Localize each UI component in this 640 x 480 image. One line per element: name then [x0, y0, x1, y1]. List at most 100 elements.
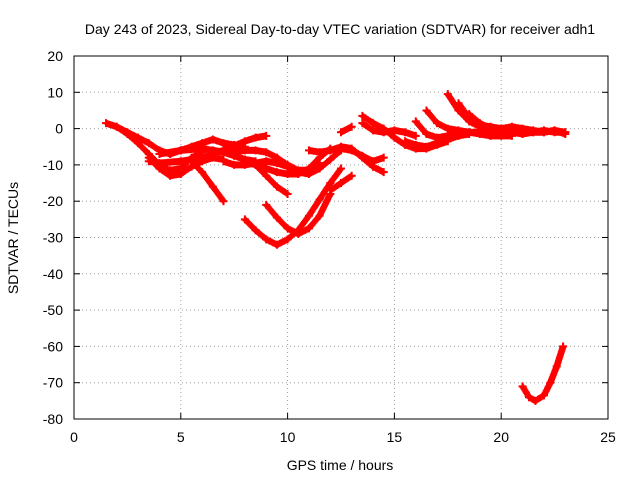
- data-point: [272, 182, 281, 191]
- y-tick-label: -50: [43, 302, 63, 318]
- data-point: [347, 122, 356, 131]
- data-point: [518, 130, 527, 139]
- data-point: [347, 144, 356, 153]
- data-point: [123, 130, 132, 139]
- data-point: [262, 131, 271, 140]
- data-point: [294, 229, 303, 238]
- data-point: [176, 169, 185, 178]
- data-point: [219, 139, 228, 148]
- data-point: [454, 126, 463, 135]
- data-point: [539, 126, 548, 135]
- data-point: [208, 182, 217, 191]
- y-tick-label: 10: [47, 84, 63, 100]
- data-point: [337, 128, 345, 137]
- data-point: [251, 133, 260, 142]
- data-point: [358, 119, 367, 128]
- series-track-26: [518, 342, 568, 405]
- data-point: [411, 140, 420, 149]
- data-point: [379, 153, 388, 162]
- y-tick-label: -10: [43, 157, 63, 173]
- y-tick-label: -30: [43, 230, 63, 246]
- data-point: [262, 164, 271, 173]
- data-point: [411, 117, 420, 126]
- series-track-7: [187, 157, 228, 206]
- data-point: [422, 142, 431, 151]
- data-point: [219, 197, 228, 206]
- data-point: [433, 133, 442, 142]
- data-point: [475, 130, 484, 139]
- data-point: [518, 382, 527, 391]
- data-point: [262, 200, 271, 209]
- data-point: [187, 157, 196, 166]
- data-point: [144, 139, 153, 148]
- series-track-19: [358, 119, 420, 140]
- series-track-16: [326, 171, 356, 195]
- data-point: [283, 162, 292, 171]
- x-axis-ticks: 0 5 10 15 20 25: [70, 56, 616, 445]
- y-tick-label: 20: [47, 48, 63, 64]
- data-point: [251, 226, 260, 235]
- y-axis-ticks: -80 -70 -60 -50 -40 -30 -20 -10 0 10 20: [43, 48, 608, 427]
- data-point: [102, 119, 111, 128]
- data-point: [358, 153, 367, 162]
- data-point: [219, 148, 228, 157]
- data-point: [144, 157, 153, 166]
- x-axis-title: GPS time / hours: [287, 457, 394, 473]
- data-point: [411, 131, 420, 140]
- y-axis-title: SDTVAR / TECUs: [5, 182, 21, 294]
- data-point: [262, 171, 271, 180]
- data-point: [347, 171, 356, 180]
- data-point: [369, 126, 378, 135]
- data-point: [369, 162, 378, 171]
- data-point: [283, 169, 292, 178]
- data-point: [531, 396, 540, 405]
- data-series: [102, 90, 570, 405]
- data-point: [155, 159, 164, 168]
- series-track-17: [337, 122, 356, 137]
- y-tick-label: -40: [43, 266, 63, 282]
- data-point: [475, 119, 484, 128]
- data-point: [486, 131, 495, 140]
- data-point: [507, 128, 516, 137]
- data-point: [524, 393, 533, 402]
- data-point: [198, 139, 207, 148]
- data-point: [294, 169, 303, 178]
- data-point: [552, 362, 561, 371]
- data-point: [486, 124, 495, 133]
- chart-title: Day 243 of 2023, Sidereal Day-to-day VTE…: [85, 21, 595, 37]
- data-point: [272, 213, 281, 222]
- data-point: [198, 168, 207, 177]
- x-tick-label: 20: [493, 429, 509, 445]
- data-point: [176, 146, 185, 155]
- data-point: [112, 122, 121, 131]
- data-point: [561, 128, 570, 137]
- data-point: [272, 168, 281, 177]
- data-point: [272, 159, 281, 168]
- data-point: [326, 179, 335, 188]
- data-point: [379, 168, 388, 177]
- data-point: [240, 157, 249, 166]
- data-point: [198, 153, 207, 162]
- data-point: [326, 155, 335, 164]
- data-point: [230, 160, 239, 169]
- data-point: [465, 128, 474, 137]
- data-point: [443, 131, 452, 140]
- data-point: [497, 126, 506, 135]
- data-point: [326, 186, 335, 195]
- x-tick-label: 10: [280, 429, 296, 445]
- data-point: [240, 215, 249, 224]
- data-point: [443, 90, 452, 99]
- data-point: [304, 211, 313, 220]
- data-point: [443, 124, 452, 133]
- data-point: [208, 146, 217, 155]
- data-point: [251, 160, 260, 169]
- data-point: [315, 211, 324, 220]
- data-point: [422, 106, 431, 115]
- data-point: [219, 157, 228, 166]
- data-point: [230, 148, 239, 157]
- data-point: [337, 164, 345, 173]
- data-point: [390, 133, 399, 142]
- data-point: [166, 171, 175, 180]
